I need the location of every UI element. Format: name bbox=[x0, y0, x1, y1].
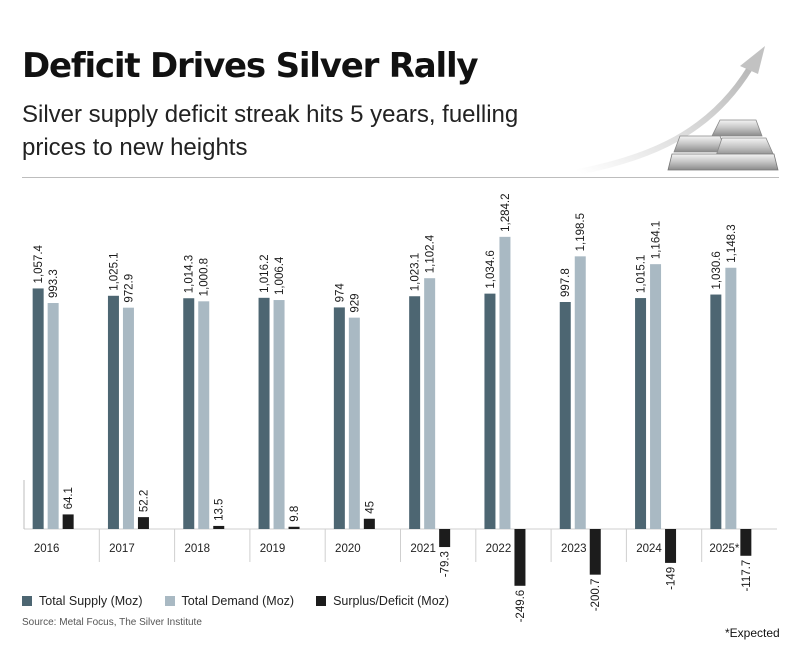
bar-supply bbox=[183, 298, 195, 529]
silver-bars-rising-arrow-icon bbox=[575, 46, 779, 175]
data-label-demand: 1,148.3 bbox=[726, 224, 738, 262]
source-note: Source: Metal Focus, The Silver Institut… bbox=[22, 617, 202, 628]
x-tick-label: 2019 bbox=[260, 543, 286, 555]
data-label-surplus: -117.7 bbox=[741, 560, 753, 592]
legend-label-surplus: Surplus/Deficit (Moz) bbox=[333, 594, 450, 608]
legend-swatch-demand bbox=[164, 596, 175, 606]
data-label-surplus: 64.1 bbox=[63, 487, 75, 509]
data-label-supply: 1,016.2 bbox=[259, 254, 271, 292]
bar-demand bbox=[725, 267, 737, 529]
x-tick-label: 2022 bbox=[486, 543, 512, 555]
data-label-surplus: -249.6 bbox=[515, 590, 527, 623]
bar-supply bbox=[710, 294, 722, 529]
data-label-surplus: 45 bbox=[364, 501, 376, 514]
bar-demand bbox=[424, 278, 436, 529]
x-tick-label: 2018 bbox=[184, 543, 210, 555]
bar-surplus bbox=[740, 529, 752, 556]
legend-item-supply: Total Supply (Moz) bbox=[22, 594, 143, 608]
bar-surplus bbox=[439, 529, 451, 548]
data-label-demand: 1,284.2 bbox=[500, 193, 512, 231]
bar-demand bbox=[198, 301, 210, 529]
data-label-demand: 1,000.8 bbox=[199, 258, 211, 296]
bar-surplus bbox=[288, 526, 300, 529]
legend-label-supply: Total Supply (Moz) bbox=[39, 594, 143, 608]
data-label-supply: 997.8 bbox=[560, 268, 572, 297]
data-label-supply: 1,057.4 bbox=[33, 244, 45, 283]
legend-item-surplus: Surplus/Deficit (Moz) bbox=[316, 594, 449, 608]
x-tick-label: 2023 bbox=[561, 543, 587, 555]
bar-supply bbox=[107, 295, 119, 529]
legend-label-demand: Total Demand (Moz) bbox=[181, 594, 295, 608]
x-tick-label: 2020 bbox=[335, 543, 361, 555]
bar-supply bbox=[409, 296, 421, 529]
bar-supply bbox=[258, 297, 270, 529]
legend-item-demand: Total Demand (Moz) bbox=[164, 594, 295, 608]
chart-subtitle: Silver supply deficit streak hits 5 year… bbox=[22, 101, 519, 161]
data-label-supply: 1,015.1 bbox=[636, 255, 648, 293]
x-tick-label: 2017 bbox=[109, 543, 135, 555]
legend-swatch-supply bbox=[22, 596, 32, 606]
bar-demand bbox=[650, 264, 662, 529]
data-label-supply: 1,034.6 bbox=[485, 250, 497, 288]
bar-surplus bbox=[514, 529, 526, 586]
data-label-demand: 929 bbox=[349, 293, 361, 312]
data-label-supply: 1,014.3 bbox=[184, 255, 196, 293]
bar-supply bbox=[559, 302, 571, 529]
bar-supply bbox=[635, 298, 647, 529]
data-label-surplus: 13.5 bbox=[214, 499, 226, 521]
x-tick-label: 2024 bbox=[636, 543, 662, 555]
bar-supply bbox=[333, 307, 345, 529]
header-divider bbox=[22, 177, 779, 178]
data-label-demand: 993.3 bbox=[48, 269, 60, 298]
data-label-demand: 1,164.1 bbox=[651, 221, 663, 259]
data-label-surplus: -200.7 bbox=[590, 579, 602, 612]
data-label-demand: 1,102.4 bbox=[425, 234, 437, 273]
legend-swatch-surplus bbox=[316, 596, 327, 606]
bar-surplus bbox=[213, 525, 225, 529]
data-label-demand: 972.9 bbox=[123, 274, 135, 303]
data-label-supply: 974 bbox=[334, 283, 346, 303]
bar-surplus bbox=[137, 517, 149, 529]
bar-demand bbox=[273, 300, 285, 529]
data-label-surplus: 9.8 bbox=[289, 506, 301, 522]
bar-surplus bbox=[363, 518, 375, 529]
bar-supply bbox=[32, 288, 44, 529]
bar-demand bbox=[348, 317, 360, 529]
bar-demand bbox=[47, 303, 59, 529]
data-label-surplus: -79.3 bbox=[440, 551, 452, 577]
data-label-supply: 1,030.6 bbox=[711, 251, 723, 289]
bar-surplus bbox=[589, 529, 601, 575]
data-label-demand: 1,006.4 bbox=[274, 256, 286, 295]
expected-footnote: *Expected bbox=[725, 626, 780, 640]
chart-title: Deficit Drives Silver Rally bbox=[22, 46, 479, 86]
data-label-demand: 1,198.5 bbox=[575, 213, 587, 251]
data-label-supply: 1,025.1 bbox=[108, 252, 120, 290]
chart-legend: Total Supply (Moz) Total Demand (Moz) Su… bbox=[22, 594, 471, 608]
bar-demand bbox=[574, 256, 586, 529]
x-tick-label: 2021 bbox=[410, 543, 436, 555]
bar-demand bbox=[499, 236, 511, 530]
bar-surplus bbox=[62, 514, 74, 529]
bar-demand bbox=[122, 307, 134, 529]
bar-supply bbox=[484, 293, 496, 529]
data-label-surplus: -149 bbox=[666, 567, 678, 590]
x-tick-label: 2025* bbox=[709, 543, 740, 555]
data-label-surplus: 52.2 bbox=[138, 490, 150, 512]
bar-surplus bbox=[665, 529, 677, 563]
data-label-supply: 1,023.1 bbox=[410, 253, 422, 291]
x-tick-label: 2016 bbox=[34, 543, 60, 555]
